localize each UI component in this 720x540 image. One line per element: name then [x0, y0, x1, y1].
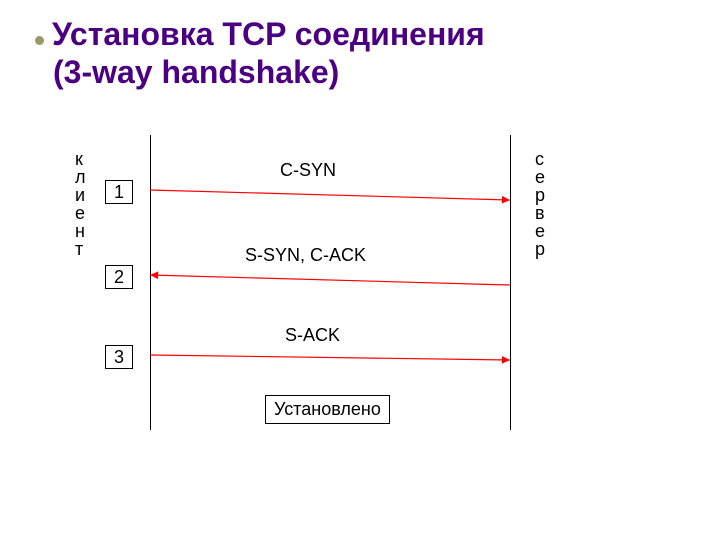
status-box: Установлено	[265, 395, 390, 424]
arrow-3	[0, 0, 720, 540]
